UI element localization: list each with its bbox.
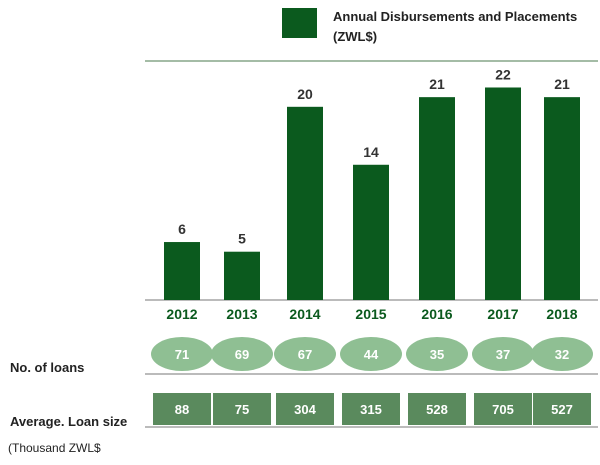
legend-label-line2: (ZWL$) [333,29,378,44]
loans-ellipse-2018 [531,337,593,371]
loan-size-value-2013: 75 [235,402,249,417]
x-tick-label-2014: 2014 [289,306,320,322]
loan-size-box-2014 [276,393,334,425]
loans-value-2016: 35 [430,347,444,362]
x-tick-label-2017: 2017 [487,306,518,322]
bar-value-label-2018: 21 [554,76,570,92]
loan-size-box-2018 [533,393,591,425]
bar-2018 [544,97,580,301]
loan-size-value-2016: 528 [426,402,448,417]
loan-size-value-2014: 304 [294,402,316,417]
loan-size-value-2017: 705 [492,402,514,417]
loans-ellipse-2012 [151,337,213,371]
loan-size-value-2018: 527 [551,402,573,417]
loans-value-2014: 67 [298,347,312,362]
bar-2013 [224,251,260,300]
x-tick-label-2018: 2018 [546,306,577,322]
legend-label-line1: Annual Disbursements and Placements [333,9,578,24]
loan-size-row-label: Average. Loan size [10,414,128,429]
legend-swatch [282,8,317,38]
loans-value-2018: 32 [555,347,569,362]
loans-value-2015: 44 [364,347,379,362]
legend-label: Annual Disbursements and Placements (ZWL… [333,7,593,47]
bar-2012 [164,242,200,300]
bar-2014 [287,106,323,301]
loans-ellipse-2014 [274,337,336,371]
loans-ellipse-2016 [406,337,468,371]
loan-size-box-2017 [474,393,532,425]
loans-ellipse-2017 [472,337,534,371]
loan-size-box-2015 [342,393,400,425]
loans-value-2013: 69 [235,347,249,362]
x-tick-label-2012: 2012 [166,306,197,322]
loans-value-2017: 37 [496,347,510,362]
bar-2017 [485,87,521,300]
loan-size-unit-label: (Thousand ZWL$ [8,441,101,455]
bar-2015 [353,164,389,300]
bar-value-label-2012: 6 [178,221,186,237]
bar-value-label-2013: 5 [238,231,246,247]
loans-ellipse-2015 [340,337,402,371]
x-tick-label-2015: 2015 [355,306,386,322]
bar-value-label-2016: 21 [429,76,445,92]
loans-row-label: No. of loans [10,360,85,375]
loan-size-value-2012: 88 [175,402,189,417]
loan-size-box-2013 [213,393,271,425]
loan-size-box-2012 [153,393,211,425]
loan-size-value-2015: 315 [360,402,382,417]
bar-value-label-2014: 20 [297,86,313,102]
loans-ellipse-2013 [211,337,273,371]
x-tick-label-2013: 2013 [226,306,257,322]
bar-2016 [419,97,455,301]
loans-value-2012: 71 [175,347,189,362]
x-tick-label-2016: 2016 [421,306,452,322]
bar-value-label-2017: 22 [495,66,511,82]
bar-value-label-2015: 14 [363,144,379,160]
loan-size-box-2016 [408,393,466,425]
